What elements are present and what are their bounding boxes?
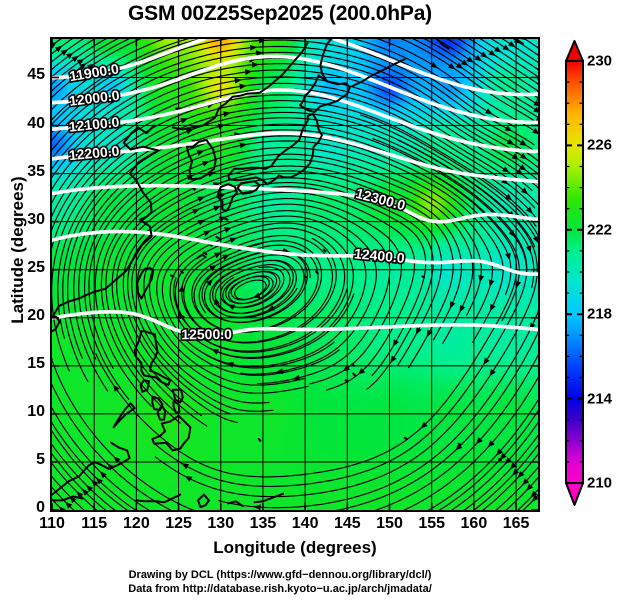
footer-line-1: Drawing by DCL (https://www.gfd−dennou.o… <box>128 569 432 581</box>
colorbar-tick-label: 222 <box>587 221 613 239</box>
y-tick-label: 0 <box>36 499 45 516</box>
temperature-field <box>52 39 538 510</box>
svg-text:12400.0: 12400.0 <box>353 245 405 266</box>
x-tick-label: 115 <box>81 515 108 532</box>
x-tick-label: 150 <box>376 515 403 532</box>
svg-text:12200.0: 12200.0 <box>68 143 120 164</box>
svg-text:12400.0: 12400.0 <box>353 245 405 266</box>
y-axis-ticks: 0 5 10 15 20 25 30 35 40 45 <box>0 37 45 516</box>
x-tick-label: 120 <box>123 515 150 532</box>
svg-text:12100.0: 12100.0 <box>68 114 120 135</box>
streamline-arrowheads <box>52 39 538 510</box>
colorbar[interactable]: 210 214 218 222 226 230 <box>560 37 619 515</box>
svg-text:12500.0: 12500.0 <box>181 326 232 342</box>
y-tick-label: 10 <box>27 402 45 420</box>
colorbar-tick-label: 226 <box>587 136 613 154</box>
colorbar-under-arrow <box>565 482 584 506</box>
y-tick-label: 5 <box>36 450 45 468</box>
x-tick-label: 160 <box>460 515 488 532</box>
y-tick-label: 25 <box>27 258 45 276</box>
x-axis-ticks: 110 115 120 125 130 135 140 145 150 155 160 165 <box>39 515 540 539</box>
colorbar-gradient <box>565 40 584 506</box>
footer-line-2: Data from http://database.rish.kyoto−u.a… <box>128 583 432 595</box>
y-tick-label: 20 <box>27 306 45 324</box>
svg-text:12500.0: 12500.0 <box>181 326 232 342</box>
x-tick-label: 165 <box>502 515 530 532</box>
colorbar-over-arrow <box>565 40 584 62</box>
x-axis-title: Longitude (degrees) <box>213 538 377 557</box>
colorbar-tick-label: 214 <box>587 390 613 408</box>
page-title: GSM 00Z25Sep2025 (200.0hPa) <box>128 2 432 25</box>
svg-text:12000.0: 12000.0 <box>68 87 120 109</box>
x-tick-label: 130 <box>207 515 235 532</box>
axis-tick-marks <box>52 39 538 510</box>
x-tick-label: 155 <box>418 515 446 532</box>
y-tick-label: 15 <box>27 354 45 372</box>
y-tick-label: 45 <box>27 66 45 84</box>
y-tick-label: 35 <box>27 162 45 180</box>
coastlines <box>52 39 524 509</box>
colorbar-tick-label: 230 <box>587 52 613 70</box>
map-plot-area[interactable]: 11900.0 11900.0 12000.0 12000.0 12100.0 12100… <box>50 37 540 512</box>
x-tick-label: 125 <box>165 515 192 532</box>
x-tick-label: 135 <box>249 515 277 532</box>
map-canvas: 11900.011900.012000.012000.012100.012100… <box>52 39 538 510</box>
colorbar-tick-label: 218 <box>587 305 613 323</box>
svg-text:12200.0: 12200.0 <box>68 143 120 164</box>
x-tick-label: 140 <box>291 515 319 532</box>
y-tick-label: 40 <box>27 114 45 132</box>
geopotential-height-contours <box>52 39 538 338</box>
x-tick-label: 145 <box>333 515 361 532</box>
y-tick-label: 30 <box>27 210 45 228</box>
colorbar-tick-label: 210 <box>587 474 613 492</box>
x-tick-label: 110 <box>39 515 65 532</box>
svg-text:11900.0: 11900.0 <box>68 60 120 84</box>
footer-credits: Drawing by DCL (https://www.gfd−dennou.o… <box>0 568 560 596</box>
